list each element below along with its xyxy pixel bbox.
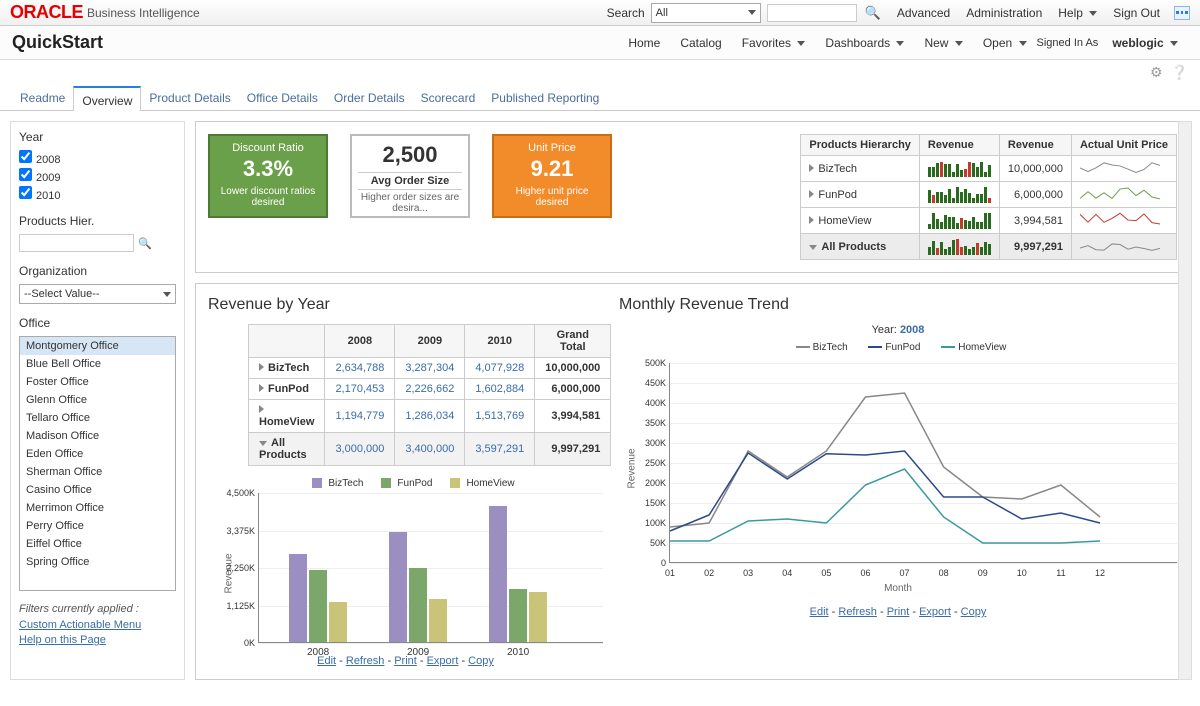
- year-checkbox-2008[interactable]: [19, 150, 32, 163]
- discount-ratio-tile: Discount Ratio 3.3% Lower discount ratio…: [208, 134, 328, 218]
- tab-office-details[interactable]: Office Details: [239, 85, 326, 110]
- year-checkbox-2010[interactable]: [19, 186, 32, 199]
- office-item[interactable]: Madison Office: [20, 427, 175, 445]
- oracle-logo: ORACLE: [10, 2, 83, 23]
- gear-icon[interactable]: ⚙: [1150, 64, 1163, 81]
- tab-order-details[interactable]: Order Details: [326, 85, 413, 110]
- tab-overview[interactable]: Overview: [73, 86, 141, 111]
- chevron-down-icon: [163, 292, 171, 297]
- chevron-down-icon: [896, 41, 904, 46]
- revenue-bar-chart: BizTechFunPodHomeView Revenue 0K1,125K2,…: [218, 478, 603, 643]
- revenue-by-year-title: Revenue by Year: [208, 296, 603, 314]
- office-item[interactable]: Spring Office: [20, 553, 175, 571]
- office-item[interactable]: Glenn Office: [20, 391, 175, 409]
- search-icon[interactable]: 🔍: [865, 5, 881, 21]
- copy-link[interactable]: Copy: [468, 655, 494, 667]
- administration-link[interactable]: Administration: [966, 6, 1042, 20]
- logo-subtitle: Business Intelligence: [87, 6, 200, 20]
- advanced-link[interactable]: Advanced: [897, 6, 950, 20]
- organization-select[interactable]: --Select Value--: [19, 284, 176, 304]
- search-scope-select[interactable]: All: [651, 3, 761, 23]
- charts-panel: Revenue by Year 200820092010Grand TotalB…: [195, 283, 1190, 680]
- print-link[interactable]: Print: [887, 606, 910, 618]
- signed-in-label: Signed In As: [1037, 37, 1099, 49]
- filters-applied-label: Filters currently applied :: [19, 603, 176, 615]
- office-item[interactable]: Montgomery Office: [20, 337, 175, 355]
- office-item[interactable]: Foster Office: [20, 373, 175, 391]
- help-page-link[interactable]: Help on this Page: [19, 634, 176, 646]
- chevron-down-icon: [1089, 11, 1097, 16]
- export-link[interactable]: Export: [919, 606, 951, 618]
- chart-actions-left: Edit - Refresh - Print - Export - Copy: [208, 655, 603, 667]
- toolbar-row: ⚙ ❔: [0, 60, 1200, 85]
- office-label: Office: [19, 316, 176, 330]
- copy-link[interactable]: Copy: [961, 606, 987, 618]
- help-icon[interactable]: ❔: [1171, 64, 1188, 81]
- office-item[interactable]: Tellaro Office: [20, 409, 175, 427]
- menu-home[interactable]: Home: [628, 36, 660, 50]
- office-item[interactable]: Eden Office: [20, 445, 175, 463]
- help-menu[interactable]: Help: [1058, 6, 1097, 20]
- menu-bar: QuickStart Home Catalog Favorites Dashbo…: [0, 26, 1200, 60]
- monthly-trend-title: Monthly Revenue Trend: [619, 296, 1177, 314]
- year-checkbox-2009[interactable]: [19, 168, 32, 181]
- chart-actions-right: Edit - Refresh - Print - Export - Copy: [619, 606, 1177, 618]
- chevron-down-icon: [1019, 41, 1027, 46]
- office-item[interactable]: Sherman Office: [20, 463, 175, 481]
- dashboard-body: Year 200820092010 Products Hier. 🔍 Organ…: [0, 111, 1200, 690]
- top-bar: ORACLE Business Intelligence Search All …: [0, 0, 1200, 26]
- search-input[interactable]: [767, 4, 857, 22]
- kpi-panel: Discount Ratio 3.3% Lower discount ratio…: [195, 121, 1190, 273]
- signout-link[interactable]: Sign Out: [1113, 6, 1160, 20]
- custom-menu-link[interactable]: Custom Actionable Menu: [19, 619, 176, 631]
- chevron-down-icon: [797, 41, 805, 46]
- export-link[interactable]: Export: [427, 655, 459, 667]
- edit-link[interactable]: Edit: [810, 606, 829, 618]
- tab-readme[interactable]: Readme: [12, 85, 73, 110]
- scrollbar[interactable]: [1178, 121, 1192, 680]
- avg-order-tile: 2,500 Avg Order Size Higher order sizes …: [350, 134, 470, 218]
- products-hierarchy-table: Products HierarchyRevenueRevenueActual U…: [800, 134, 1177, 260]
- tabs: ReadmeOverviewProduct DetailsOffice Deta…: [0, 85, 1200, 111]
- page-title: QuickStart: [12, 32, 103, 53]
- apps-icon[interactable]: [1174, 6, 1190, 20]
- organization-label: Organization: [19, 264, 176, 278]
- tab-scorecard[interactable]: Scorecard: [413, 85, 484, 110]
- refresh-link[interactable]: Refresh: [346, 655, 385, 667]
- menu-open[interactable]: Open: [983, 36, 1027, 50]
- menu-catalog[interactable]: Catalog: [680, 36, 721, 50]
- refresh-link[interactable]: Refresh: [838, 606, 877, 618]
- chevron-down-icon: [748, 10, 756, 15]
- search-label: Search: [607, 6, 645, 20]
- menu-favorites[interactable]: Favorites: [742, 36, 806, 50]
- tab-published-reporting[interactable]: Published Reporting: [483, 85, 607, 110]
- unit-price-tile: Unit Price 9.21 Higher unit price desire…: [492, 134, 612, 218]
- year-label: Year: [19, 130, 176, 144]
- products-hier-input[interactable]: [19, 234, 134, 252]
- user-menu[interactable]: weblogic: [1112, 36, 1178, 50]
- revenue-by-year-table: 200820092010Grand TotalBizTech2,634,7883…: [248, 324, 611, 466]
- search-icon[interactable]: 🔍: [138, 237, 152, 250]
- chevron-down-icon: [955, 41, 963, 46]
- office-item[interactable]: Casino Office: [20, 481, 175, 499]
- office-item[interactable]: Blue Bell Office: [20, 355, 175, 373]
- office-item[interactable]: Eiffel Office: [20, 535, 175, 553]
- main-content: Discount Ratio 3.3% Lower discount ratio…: [195, 121, 1190, 680]
- chevron-down-icon: [1170, 41, 1178, 46]
- filter-sidebar: Year 200820092010 Products Hier. 🔍 Organ…: [10, 121, 185, 680]
- menu-dashboards[interactable]: Dashboards: [825, 36, 904, 50]
- products-hier-label: Products Hier.: [19, 214, 176, 228]
- office-item[interactable]: Merrimon Office: [20, 499, 175, 517]
- office-item[interactable]: Perry Office: [20, 517, 175, 535]
- tab-product-details[interactable]: Product Details: [141, 85, 238, 110]
- office-list[interactable]: Montgomery OfficeBlue Bell OfficeFoster …: [19, 336, 176, 591]
- menu-new[interactable]: New: [924, 36, 962, 50]
